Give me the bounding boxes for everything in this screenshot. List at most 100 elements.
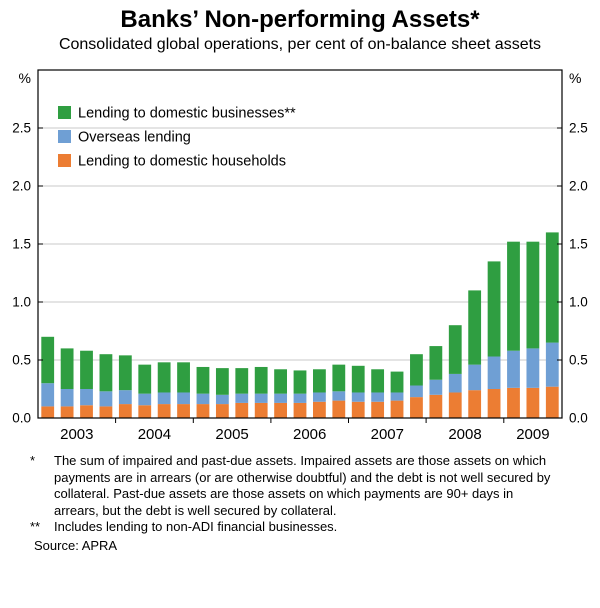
bar-segment [507, 241, 520, 351]
bar-segment [99, 391, 113, 407]
y-axis-label-left: 0.0 [12, 411, 31, 426]
bar-segment [157, 392, 171, 405]
bar-segment [293, 370, 307, 394]
footnote-2-text: Includes lending to non-ADI financial bu… [54, 519, 338, 534]
bar-segment [410, 397, 423, 418]
legend-swatch [58, 106, 71, 119]
legend-swatch [58, 154, 71, 167]
y-axis-label-left: 1.0 [12, 295, 31, 310]
bar-segment [429, 379, 443, 395]
footnote-2: ** Includes lending to non-ADI financial… [30, 519, 560, 536]
bar-segment [410, 385, 423, 398]
x-axis-year-label: 2003 [60, 426, 93, 443]
bar-segment [390, 400, 404, 418]
bar-segment [313, 392, 326, 402]
bar-segment [254, 393, 268, 403]
bar-segment [526, 241, 540, 349]
bar-segment [99, 406, 113, 418]
unit-label-right: % [569, 70, 581, 86]
x-axis-year-label: 2005 [215, 426, 248, 443]
bar-segment [390, 392, 404, 401]
bar-segment [313, 401, 326, 418]
bar-segment [138, 364, 152, 394]
bar-segment [313, 369, 326, 393]
bar-segment [118, 390, 132, 405]
bar-segment [545, 232, 559, 343]
legend-swatch [58, 130, 71, 143]
bar-segment [157, 362, 171, 393]
source-line: Source: APRA [34, 537, 118, 553]
legend-label: Lending to domestic households [78, 154, 286, 170]
unit-label-left: % [19, 70, 31, 86]
y-axis-label-left: 0.5 [12, 353, 31, 368]
bar-segment [41, 406, 55, 418]
y-axis-label-right: 2.5 [569, 121, 588, 136]
bar-segment [545, 386, 559, 418]
bar-segment [410, 354, 423, 386]
bar-segment [41, 383, 55, 407]
bar-segment [526, 387, 540, 418]
bar-segment [332, 400, 346, 418]
bar-segment [215, 404, 229, 418]
bar-segment [507, 350, 520, 388]
y-axis-label-right: 0.5 [569, 353, 588, 368]
bar-segment [60, 348, 74, 389]
bar-segment [526, 348, 540, 388]
bar-segment [487, 356, 501, 389]
bar-segment [274, 393, 287, 403]
y-axis-label-left: 2.5 [12, 121, 31, 136]
legend-label: Lending to domestic businesses** [78, 106, 296, 122]
y-axis-label-right: 0.0 [569, 411, 588, 426]
y-axis-label-right: 1.0 [569, 295, 588, 310]
x-axis-year-label: 2008 [448, 426, 481, 443]
bar-segment [371, 392, 385, 402]
bar-segment [254, 402, 268, 418]
y-axis-label-left: 2.0 [12, 179, 31, 194]
x-axis-year-label: 2004 [138, 426, 171, 443]
bar-segment [235, 393, 249, 403]
bar-segment [332, 391, 346, 401]
x-axis-year-label: 2009 [516, 426, 549, 443]
y-axis-label-left: 1.5 [12, 237, 31, 252]
bar-segment [177, 392, 190, 405]
bar-segment [235, 368, 249, 394]
bar-segment [507, 387, 520, 418]
bar-segment [60, 389, 74, 407]
bar-segment [429, 346, 443, 380]
bar-segment [390, 371, 404, 393]
bar-segment [41, 336, 55, 384]
bar-segment [157, 404, 171, 418]
legend-label: Overseas lending [78, 130, 191, 146]
bar-segment [293, 393, 307, 403]
bar-segment [545, 342, 559, 387]
bar-segment [448, 392, 462, 418]
bar-segment [274, 402, 287, 418]
bar-segment [118, 404, 132, 418]
footnotes: * The sum of impaired and past-due asset… [0, 453, 600, 554]
bar-segment [215, 394, 229, 405]
bar-segment [468, 364, 482, 391]
bar-segment [80, 389, 93, 406]
bar-segment [332, 364, 346, 392]
footnote-1-marker: * [30, 453, 36, 468]
bar-segment [468, 290, 482, 365]
bar-segment [177, 404, 190, 418]
y-axis-label-right: 2.0 [569, 179, 588, 194]
bar-segment [371, 369, 385, 393]
bar-segment [196, 393, 210, 405]
bar-segment [80, 405, 93, 418]
x-axis-year-label: 2007 [371, 426, 404, 443]
chart-svg: 0.0 0.0 0.5 0.5 1.0 1.0 1.5 1.5 2.0 2.0 2.5 2.5% % 20… [12, 69, 588, 443]
bar-segment [351, 392, 365, 402]
bar-segment [487, 261, 501, 357]
bar-segment [293, 402, 307, 418]
bar-segment [351, 401, 365, 418]
footnote-1: * The sum of impaired and past-due asset… [30, 453, 560, 519]
y-axis-label-right: 1.5 [569, 237, 588, 252]
footnote-2-marker: ** [30, 519, 41, 534]
bar-segment [177, 362, 190, 393]
bar-segment [235, 402, 249, 418]
bar-segment [371, 401, 385, 418]
bar-segment [448, 373, 462, 393]
